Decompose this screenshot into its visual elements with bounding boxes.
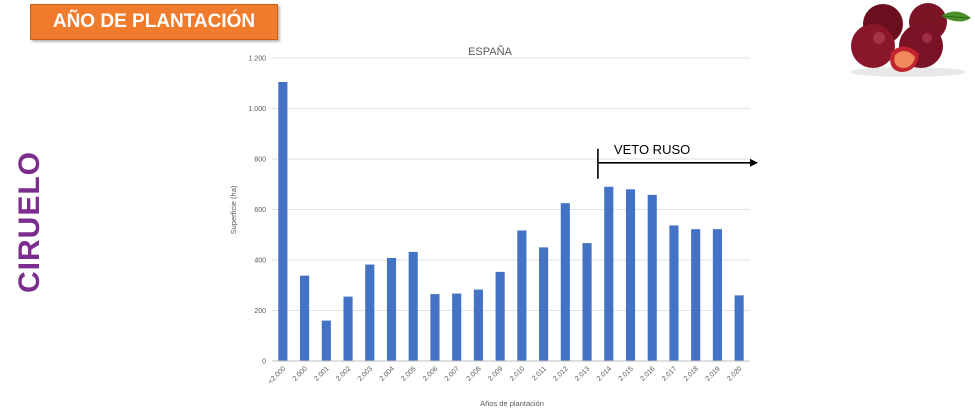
y-tick-label: 400 [254,258,266,265]
plum-fruit-icon [850,3,971,77]
plantation-bar-chart: ESPAÑA 0 200 400 600 800 1.000 1.200 <2.000 2.0… [229,45,758,408]
x-tick-label: 2.014 [596,365,613,382]
x-tick-label: 2.011 [531,365,548,382]
bar-12 [539,247,549,361]
bar-9 [473,289,483,361]
bar-4 [365,264,375,361]
x-tick-label: 2.013 [574,365,591,382]
bar-6 [408,251,418,361]
x-tick-label: 2.020 [726,365,743,382]
y-tick-label: 1.200 [248,56,266,63]
y-tick-label: 600 [254,207,266,214]
veto-arrow-head [750,158,758,167]
x-tick-label: 2.006 [422,365,439,382]
x-tick-label: 2.015 [618,365,635,382]
x-tick-label: 2.001 [313,365,330,382]
y-tick-label: 200 [254,308,266,315]
x-tick-label: 2.010 [509,365,526,382]
veto-annotation: VETO RUSO [597,142,758,179]
bar-13 [560,203,570,361]
bar-11 [517,230,527,361]
bar-3 [343,296,353,361]
bar-7 [430,294,440,361]
chart-title: ESPAÑA [468,45,512,58]
x-tick-label: 2.016 [639,365,656,382]
y-axis-label: Superficie (ha) [229,185,238,234]
x-tick-label: 2.005 [400,365,417,382]
x-tick-label: 2.003 [357,365,374,382]
product-label: CIRUELO [13,151,46,293]
y-tick-label: 0 [262,359,266,366]
bar-16 [625,189,636,361]
x-axis-ticks: <2.000 2.000 2.001 2.002 2.003 2.004 2.005 2.00… [267,365,744,385]
bars [278,81,744,362]
y-axis-ticks: 0 200 400 600 800 1.000 1.200 [248,56,266,366]
veto-label: VETO RUSO [614,142,690,157]
bar-14 [582,243,592,361]
bar-8 [452,293,462,361]
bar-18 [669,225,679,361]
x-tick-label: 2.002 [335,365,352,382]
bar-0 [278,81,288,362]
x-tick-label: 2.009 [487,365,504,382]
y-tick-label: 1.000 [248,106,266,113]
x-axis-label: Años de plantación [480,399,544,408]
bar-10 [495,271,505,361]
x-tick-label: 2.008 [465,365,482,382]
bar-20 [712,229,722,361]
bar-5 [386,257,397,361]
bar-2 [321,320,331,361]
bar-17 [647,194,657,361]
x-tick-label: <2.000 [267,365,287,385]
bar-19 [691,229,701,361]
x-tick-label: 2.017 [661,365,678,382]
bar-1 [300,275,310,361]
page-title-banner: AÑO DE PLANTACIÓN [30,4,278,40]
y-tick-label: 800 [254,157,266,164]
x-tick-label: 2.018 [683,365,700,382]
x-tick-label: 2.019 [704,365,721,382]
bar-15 [604,186,614,361]
x-tick-label: 2.000 [292,365,309,382]
x-tick-label: 2.007 [444,365,461,382]
x-tick-label: 2.004 [379,365,396,382]
x-tick-label: 2.012 [552,365,569,382]
bar-21 [734,295,744,361]
